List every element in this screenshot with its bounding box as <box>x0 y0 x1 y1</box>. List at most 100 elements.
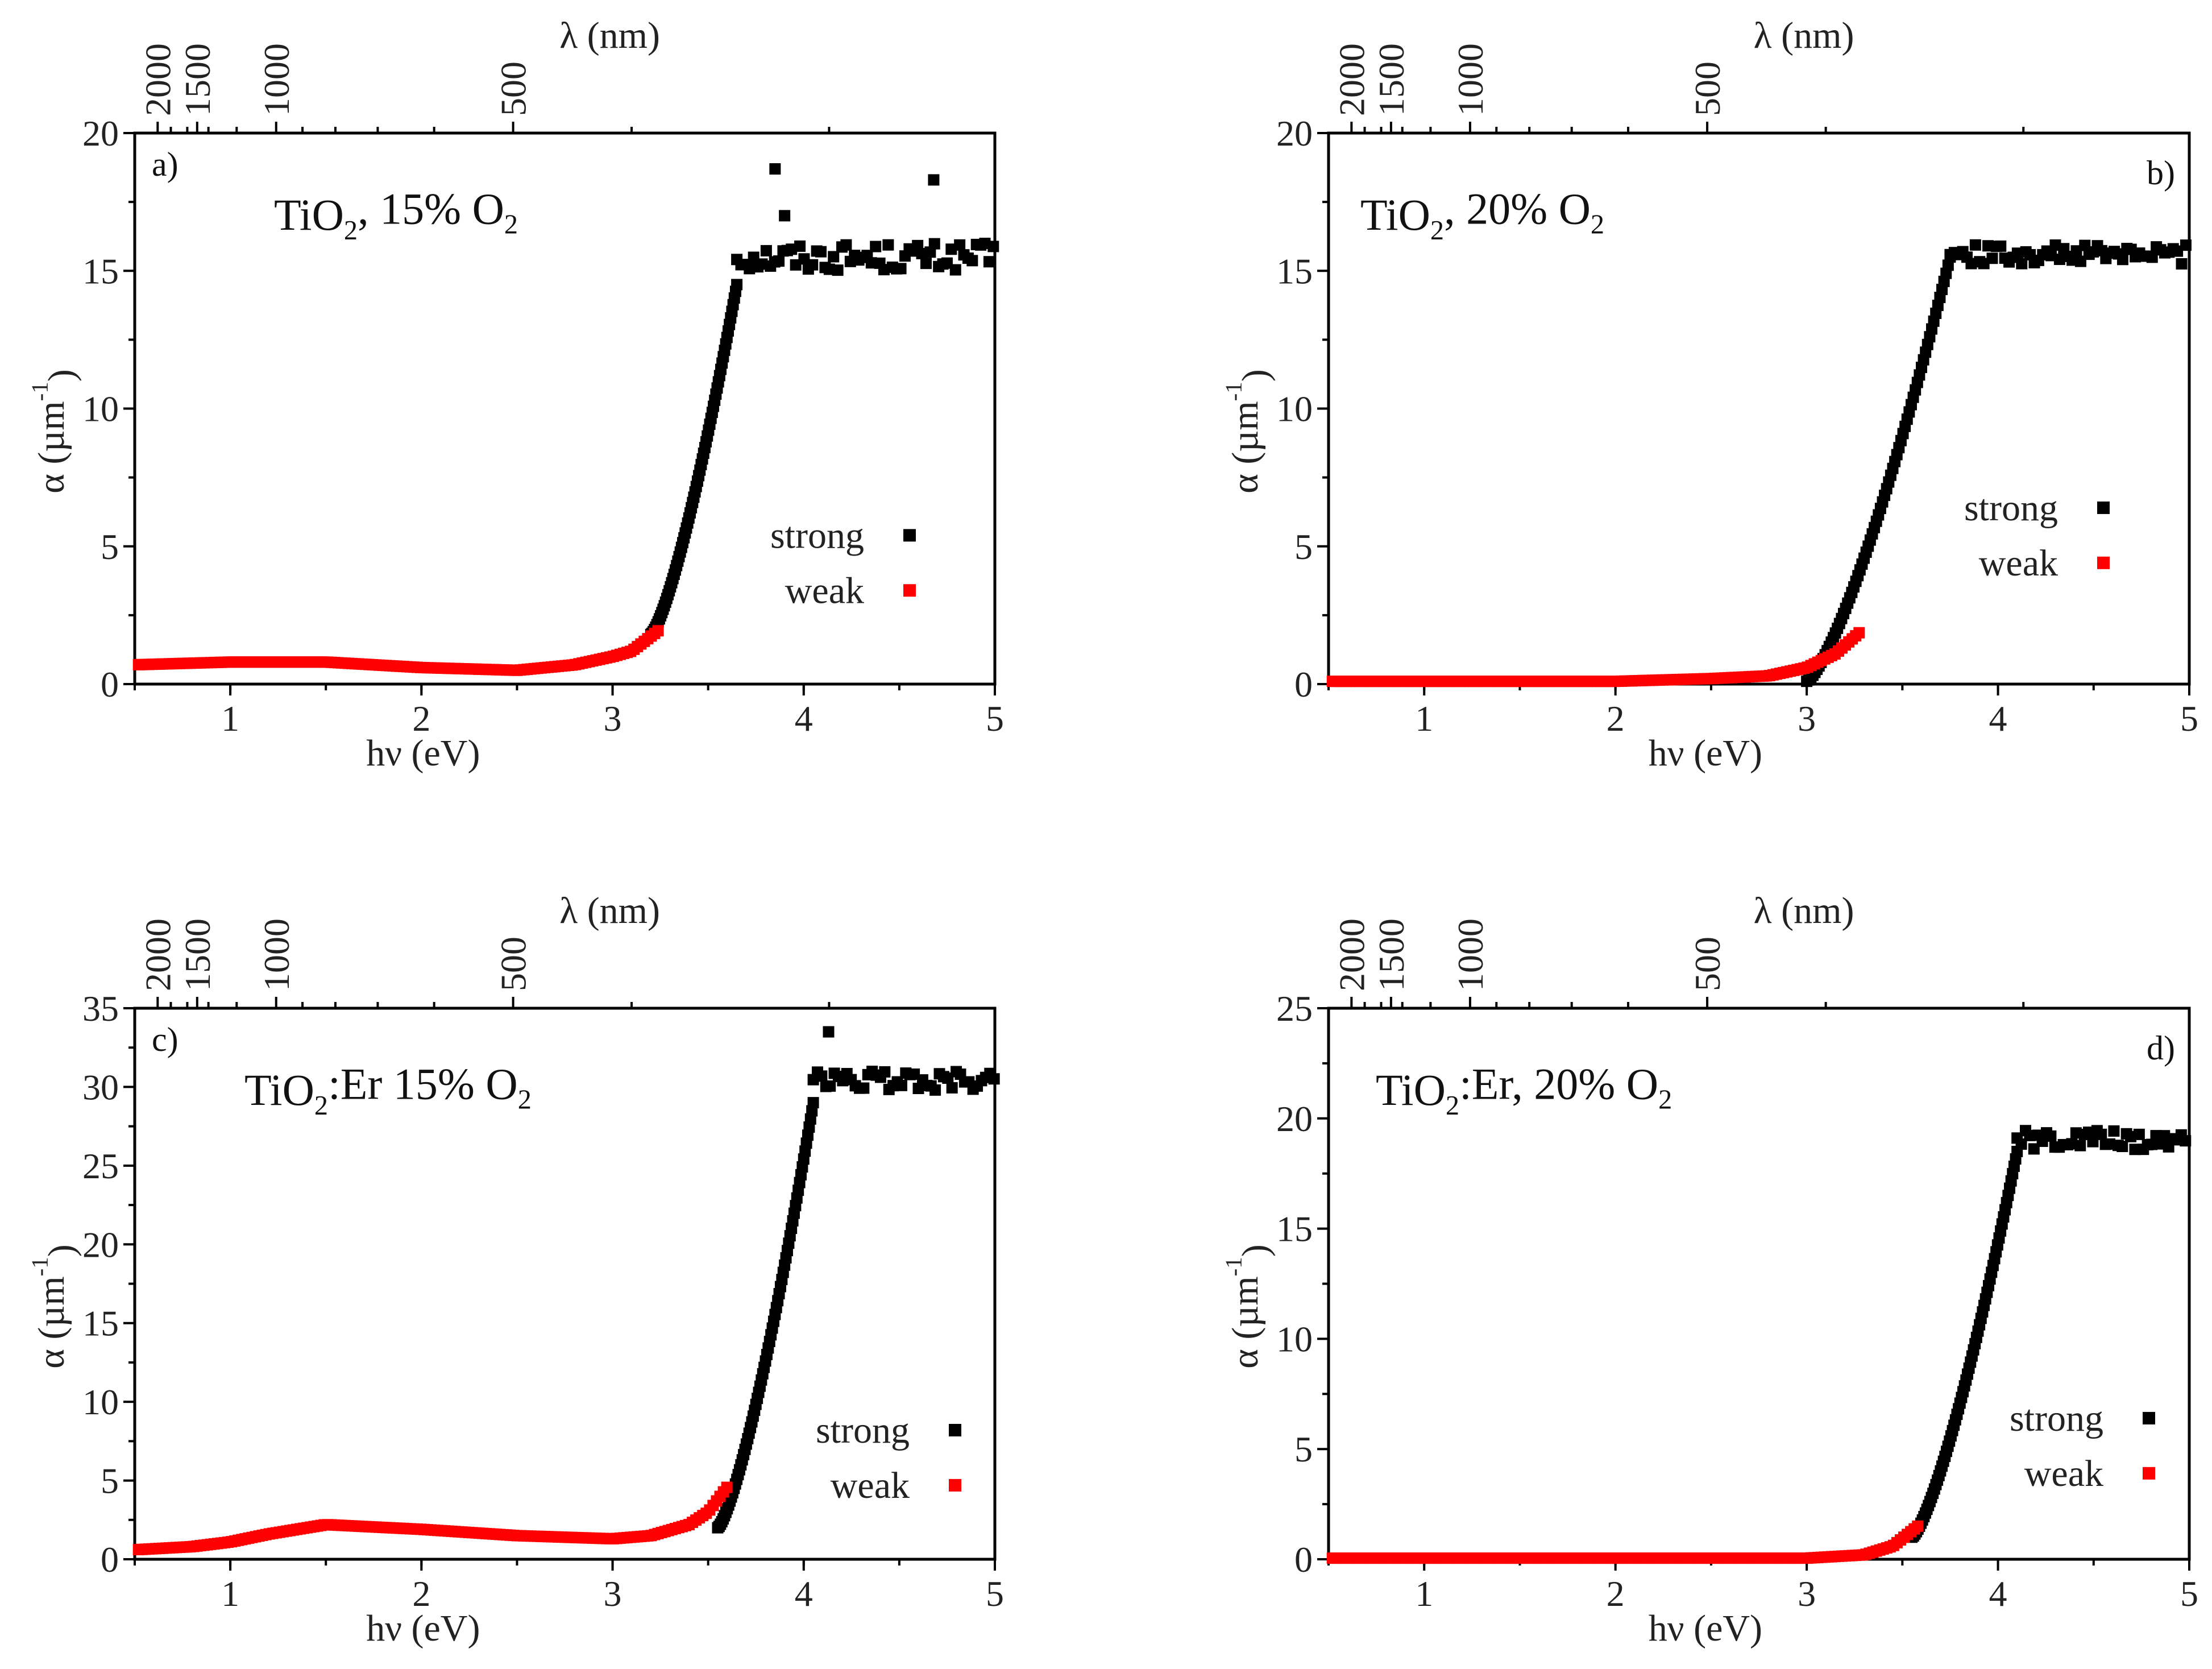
strong-point <box>858 1082 870 1094</box>
y-tick-label: 0 <box>1294 664 1313 705</box>
x-tick-label: 4 <box>795 698 813 739</box>
data-series <box>1326 239 2192 688</box>
y-tick-label: 20 <box>1276 1099 1313 1139</box>
panel-title-part: , 15% O <box>358 184 504 234</box>
legend-marker-weak <box>949 1479 961 1492</box>
legend-marker-strong <box>2143 1411 2155 1424</box>
panel-label: a) <box>152 146 179 183</box>
legend: strong weak <box>770 515 916 611</box>
strong-point <box>870 241 882 252</box>
y-axis-title-part: -1 <box>27 1257 52 1276</box>
y-axis-title-part: α (µm <box>31 401 72 493</box>
y-axis-title-part: -1 <box>1221 382 1246 401</box>
panel-title-part: :Er, 20% O <box>1459 1059 1658 1109</box>
x-tick-label: 5 <box>986 698 1004 739</box>
legend-label: strong <box>1964 487 2058 529</box>
data-series <box>132 163 999 676</box>
x-tick-label: 1 <box>1415 698 1433 739</box>
x-tick-label: 2 <box>412 698 430 739</box>
strong-point <box>929 1084 941 1096</box>
panel-title-part: TiO <box>274 190 344 239</box>
top-tick-label: 1000 <box>256 918 297 991</box>
x-tick-label: 5 <box>2180 698 2198 739</box>
y-axis-title: α (µm-1) <box>1221 1244 1276 1368</box>
panel-title-part: TiO <box>1360 190 1430 239</box>
x-tick-label: 4 <box>795 1573 813 1614</box>
top-tick-label: 1000 <box>1450 918 1491 991</box>
strong-point <box>920 258 932 270</box>
strong-point <box>840 239 852 251</box>
panel-title-part: 2 <box>1591 210 1604 240</box>
legend: strong weak <box>2010 1398 2155 1494</box>
top-tick-label: 2000 <box>1331 918 1372 991</box>
strong-point <box>2116 254 2128 266</box>
strong-point <box>2180 239 2192 251</box>
x-tick-label: 1 <box>1415 1573 1433 1614</box>
strong-point <box>987 241 999 252</box>
y-tick-label: 10 <box>1276 1319 1313 1359</box>
strong-point <box>966 255 978 267</box>
x-axis-title: hν (eV) <box>366 732 480 774</box>
legend-label: weak <box>785 570 864 611</box>
strong-point <box>769 163 781 175</box>
strong-point <box>879 1066 891 1078</box>
y-tick-label: 25 <box>82 1146 119 1186</box>
strong-point <box>954 239 966 251</box>
y-axis-title-part: α (µm <box>31 1276 72 1368</box>
y-tick-label: 20 <box>82 1224 119 1265</box>
strong-point <box>928 238 940 250</box>
y-axis-title-part: ) <box>1235 369 1276 382</box>
data-series <box>1326 1125 2192 1564</box>
strong-point <box>2176 258 2188 270</box>
panel-label: c) <box>152 1021 179 1058</box>
strong-point <box>2095 1128 2107 1140</box>
strong-point <box>760 245 772 256</box>
weak-point <box>721 1481 733 1493</box>
panel-title-part: , 20% O <box>1444 184 1591 234</box>
strong-point <box>2045 1130 2057 1142</box>
strong-point <box>824 1080 836 1092</box>
legend-marker-strong <box>903 529 916 542</box>
strong-point <box>946 1082 958 1094</box>
y-tick-label: 15 <box>1276 251 1313 291</box>
strong-point <box>1995 240 2007 252</box>
y-axis-title-part: ) <box>41 1244 82 1257</box>
x-axis-title: hν (eV) <box>1649 1608 1762 1649</box>
x-tick-label: 3 <box>604 698 622 739</box>
y-tick-label: 0 <box>101 1539 119 1580</box>
panel-title-part: 2 <box>1658 1085 1672 1115</box>
panel-title-part: 2 <box>314 1091 328 1121</box>
legend-label: strong <box>2010 1398 2103 1439</box>
y-tick-label: 5 <box>1294 1429 1313 1469</box>
y-tick-label: 15 <box>82 251 119 291</box>
panel-title-part: 2 <box>1430 216 1444 246</box>
strong-point <box>773 255 785 267</box>
top-tick-label: 2000 <box>138 918 178 991</box>
y-axis-title: α (µm-1) <box>27 1244 82 1368</box>
legend-label: strong <box>816 1410 910 1451</box>
weak-point <box>1912 1520 1924 1532</box>
strong-point <box>2116 1141 2128 1153</box>
plot-frame <box>133 131 997 686</box>
top-axis-title: λ (nm) <box>559 15 660 56</box>
strong-point <box>2180 1135 2192 1147</box>
top-tick-label: 500 <box>1687 61 1728 116</box>
x-tick-label: 2 <box>1607 698 1625 739</box>
strong-point <box>2074 1140 2086 1152</box>
strong-point <box>832 264 844 276</box>
strong-point <box>2108 1125 2120 1137</box>
strong-point <box>988 1073 1000 1085</box>
y-tick-label: 10 <box>82 389 119 429</box>
panel-title: TiO2, 15% O2 <box>274 184 518 246</box>
legend-label: weak <box>831 1465 910 1506</box>
top-axis-title: λ (nm) <box>559 890 660 931</box>
top-tick-label: 2000 <box>1331 43 1372 116</box>
y-axis-title-part: -1 <box>27 382 52 401</box>
x-tick-label: 3 <box>1798 698 1816 739</box>
legend-label: weak <box>2024 1453 2103 1494</box>
strong-point <box>882 239 894 251</box>
y-tick-label: 15 <box>82 1303 119 1344</box>
top-tick-label: 1000 <box>1450 43 1491 116</box>
strong-point <box>823 1026 835 1038</box>
y-tick-label: 35 <box>82 988 119 1029</box>
